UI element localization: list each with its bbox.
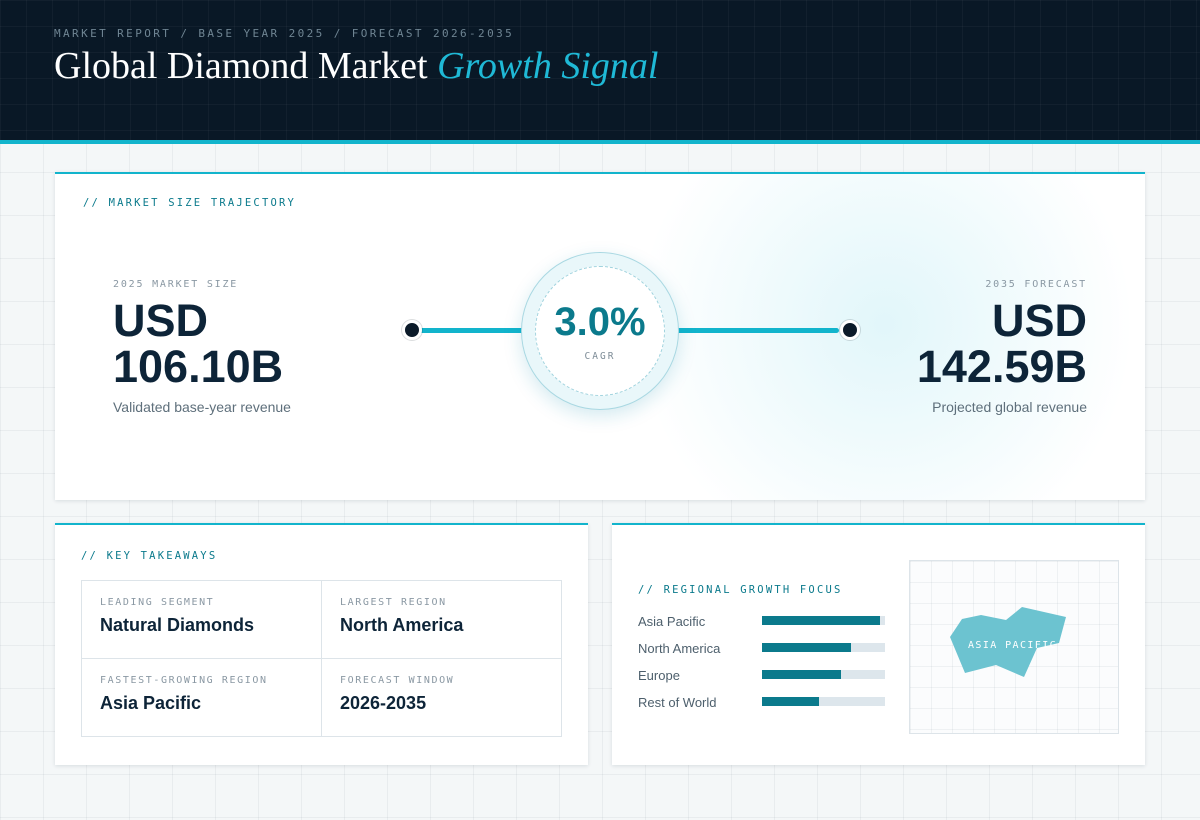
regional-section-label: // REGIONAL GROWTH FOCUS <box>638 584 843 596</box>
region-bar-label: Asia Pacific <box>638 614 706 629</box>
region-bar-fill <box>762 643 851 652</box>
takeaway-caption: FASTEST-GROWING REGION <box>100 675 268 686</box>
report-header: MARKET REPORT / BASE YEAR 2025 / FORECAS… <box>0 0 1200 144</box>
region-bar-track <box>762 643 885 652</box>
end-dot <box>840 320 860 340</box>
cagr-value: 3.0% <box>554 300 646 344</box>
takeaway-value: Natural Diamonds <box>100 615 255 635</box>
takeaway-caption: LEADING SEGMENT <box>100 597 215 608</box>
takeaways-grid: LEADING SEGMENT Natural Diamonds LARGEST… <box>81 580 562 737</box>
region-bar-fill <box>762 697 819 706</box>
title-accent: Growth Signal <box>437 45 659 87</box>
region-bar-label: Europe <box>638 668 680 683</box>
takeaway-leading-segment: LEADING SEGMENT Natural Diamonds <box>82 581 322 659</box>
region-bar-track <box>762 697 885 706</box>
asia-pacific-map-shape <box>950 607 1066 677</box>
end-caption: 2035 FORECAST <box>985 279 1087 290</box>
takeaways-section-label: // KEY TAKEAWAYS <box>81 550 218 562</box>
region-bar-track <box>762 616 885 625</box>
cagr-inner-circle: 3.0% CAGR <box>535 266 665 396</box>
title-main: Global Diamond Market <box>54 45 428 87</box>
trajectory-section-label: // MARKET SIZE TRAJECTORY <box>83 197 297 209</box>
start-subtitle: Validated base-year revenue <box>113 399 291 415</box>
market-size-trajectory-card: // MARKET SIZE TRAJECTORY 2025 MARKET SI… <box>55 172 1145 500</box>
regional-growth-focus-card: // REGIONAL GROWTH FOCUS Asia Pacific No… <box>612 523 1145 765</box>
start-amount: 106.10B <box>113 341 284 392</box>
key-takeaways-card: // KEY TAKEAWAYS LEADING SEGMENT Natural… <box>55 523 588 765</box>
background-glow <box>635 174 1135 500</box>
region-bar-fill <box>762 616 881 625</box>
takeaway-value: 2026-2035 <box>340 693 427 713</box>
cagr-caption: CAGR <box>584 351 616 362</box>
report-eyebrow: MARKET REPORT / BASE YEAR 2025 / FORECAS… <box>54 27 515 40</box>
end-amount: 142.59B <box>916 341 1087 392</box>
start-currency: USD <box>113 295 209 346</box>
region-bar-track <box>762 670 885 679</box>
region-bar-label: Rest of World <box>638 695 717 710</box>
map-region-label: ASIA PACIFIC <box>968 640 1058 651</box>
takeaway-caption: FORECAST WINDOW <box>340 675 455 686</box>
takeaway-caption: LARGEST REGION <box>340 597 447 608</box>
takeaway-largest-region: LARGEST REGION North America <box>321 581 561 659</box>
cagr-ring: 3.0% CAGR <box>521 252 679 410</box>
takeaway-fastest-growing-region: FASTEST-GROWING REGION Asia Pacific <box>82 658 322 736</box>
takeaway-value: Asia Pacific <box>100 693 202 713</box>
takeaway-forecast-window: FORECAST WINDOW 2026-2035 <box>321 658 561 736</box>
end-value: USD 142.59B <box>917 298 1087 390</box>
region-bar-fill <box>762 670 841 679</box>
takeaway-value: North America <box>340 615 464 635</box>
region-bar-label: North America <box>638 641 721 656</box>
start-value: USD 106.10B <box>113 298 283 390</box>
end-subtitle: Projected global revenue <box>932 399 1087 415</box>
start-caption: 2025 MARKET SIZE <box>113 279 239 290</box>
region-map: ASIA PACIFIC <box>909 560 1119 734</box>
page-title: Global Diamond Market Growth Signal <box>54 44 658 88</box>
start-dot <box>402 320 422 340</box>
end-currency: USD <box>991 295 1087 346</box>
